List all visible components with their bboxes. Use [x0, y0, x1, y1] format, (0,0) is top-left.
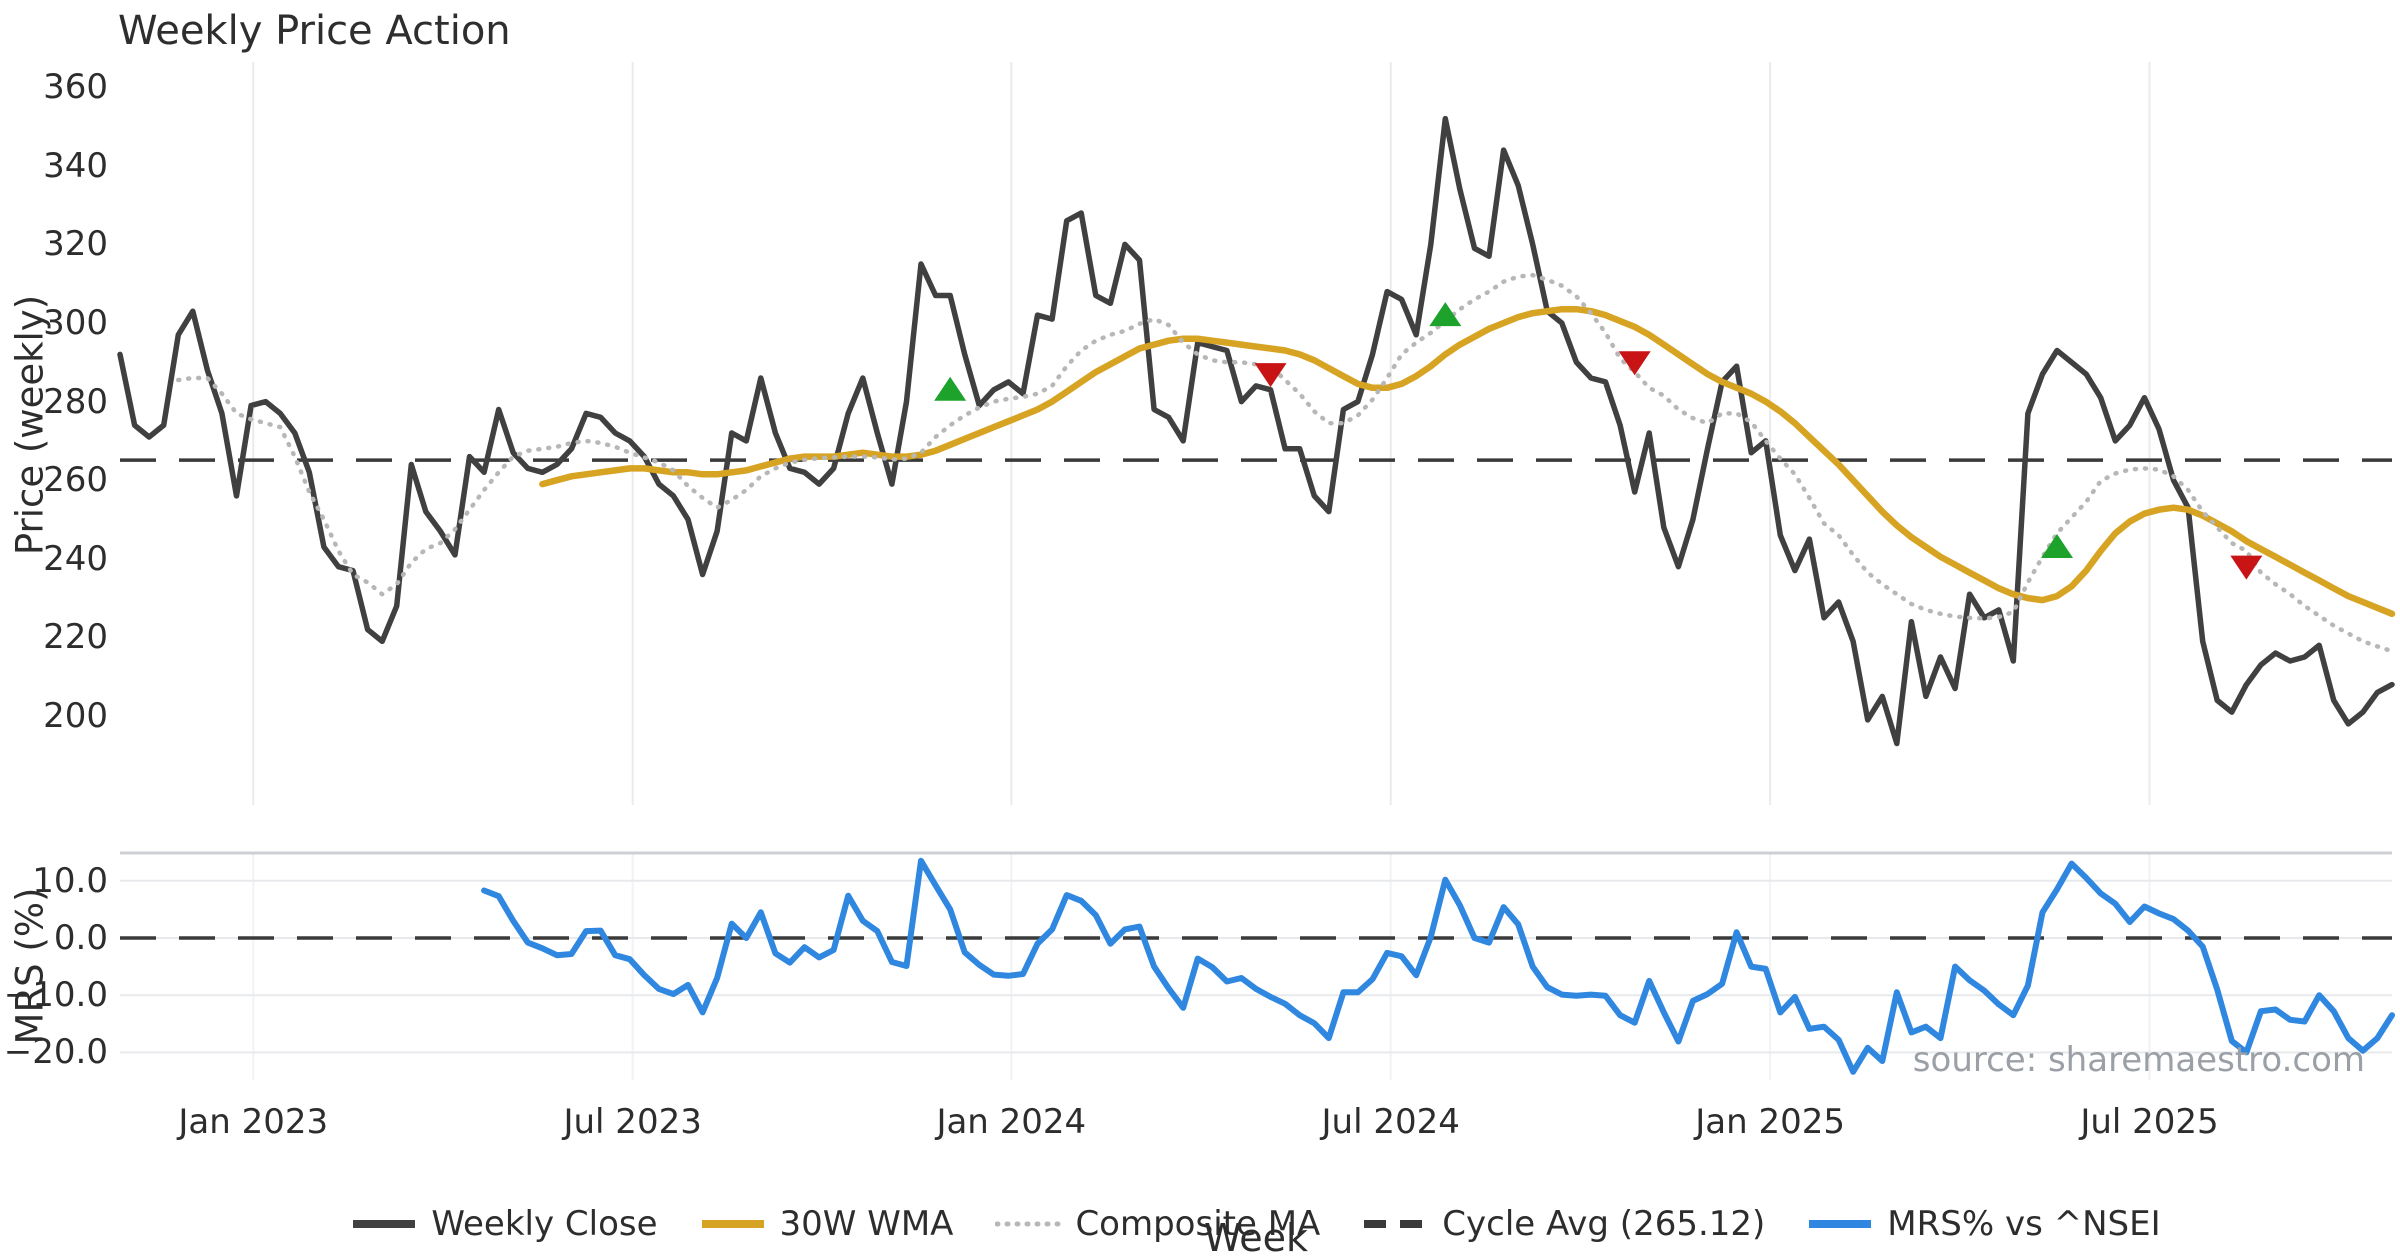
- legend-label: MRS% vs ^NSEI: [1887, 1204, 2161, 1244]
- series-30w-wma: [539, 305, 2396, 618]
- reference-lines: [120, 458, 2392, 940]
- x-axis-title: Week: [1203, 1216, 1309, 1260]
- sell-signal-triangle-icon: [2230, 555, 2263, 580]
- legend-item-mrs-vs-nsei: MRS% vs ^NSEI: [1807, 1204, 2161, 1244]
- buy-signal-triangle-icon: [934, 376, 967, 401]
- mrs-tick-label: −20.0: [3, 1032, 108, 1073]
- x-tick-label: Jul 2025: [2080, 1102, 2219, 1142]
- legend-item-composite-ma: Composite MA: [995, 1204, 1320, 1244]
- series-composite-ma: [176, 272, 2395, 654]
- series-weekly-close: [117, 115, 2395, 747]
- price-tick-label: 200: [43, 696, 108, 736]
- legend-label: Composite MA: [1075, 1204, 1321, 1244]
- mrs-tick-label: 0.0: [53, 918, 108, 958]
- legend-label: Weekly Close: [431, 1204, 658, 1244]
- mrs-tick-label: −10.0: [3, 975, 108, 1016]
- x-tick-label: Jul 2023: [563, 1102, 702, 1142]
- buy-signal-triangle-icon: [2041, 534, 2074, 559]
- price-tick-label: 300: [43, 303, 108, 343]
- x-tick-label: Jan 2024: [936, 1102, 1087, 1142]
- price-tick-label: 360: [43, 67, 108, 108]
- x-tick-label: Jul 2024: [1321, 1102, 1460, 1142]
- legend-sample-weekly-close: [353, 1220, 416, 1228]
- signal-markers: [934, 302, 2263, 580]
- price-tick-label: 260: [43, 460, 108, 501]
- x-tick-label: Jan 2023: [178, 1102, 329, 1142]
- legend-item-cycle-avg-265-12: Cycle Avg (265.12): [1362, 1204, 1765, 1244]
- price-tick-label: 220: [43, 617, 108, 658]
- legend-label: Cycle Avg (265.12): [1442, 1204, 1766, 1244]
- legend-sample-30w-wma: [701, 1220, 764, 1228]
- price-tick-label: 280: [43, 381, 108, 422]
- mrs-axis-title: MRS (%): [8, 887, 52, 1045]
- chart-legend: Weekly Close 30W WMA Composite MA Cycle Avg…: [120, 1204, 2392, 1244]
- price-tick-label: 240: [43, 538, 108, 579]
- legend-label: 30W WMA: [779, 1204, 954, 1244]
- chart-title: Weekly Price Action: [118, 8, 511, 54]
- series-mrs-vs-nsei: [481, 857, 2395, 1075]
- sell-signal-triangle-icon: [1618, 351, 1651, 376]
- x-tick-label: Jan 2025: [1695, 1102, 1845, 1142]
- legend-sample-mrs-vs-nsei: [1809, 1220, 1872, 1228]
- source-watermark: source: sharemaestro.com: [1912, 1040, 2365, 1080]
- legend-item-weekly-close: Weekly Close: [351, 1204, 658, 1244]
- mrs-tick-label: 10.0: [32, 860, 108, 901]
- price-tick-label: 340: [43, 145, 108, 186]
- legend-sample-cycle-avg-265-12: [1364, 1220, 1427, 1228]
- gridlines: [120, 62, 2392, 1080]
- data-series: [117, 115, 2396, 1075]
- buy-signal-triangle-icon: [1429, 302, 1462, 327]
- legend-item-30w-wma: 30W WMA: [700, 1204, 954, 1244]
- price-tick-label: 320: [43, 224, 108, 265]
- sell-signal-triangle-icon: [1254, 363, 1287, 388]
- legend-sample-composite-ma: [995, 1221, 1062, 1227]
